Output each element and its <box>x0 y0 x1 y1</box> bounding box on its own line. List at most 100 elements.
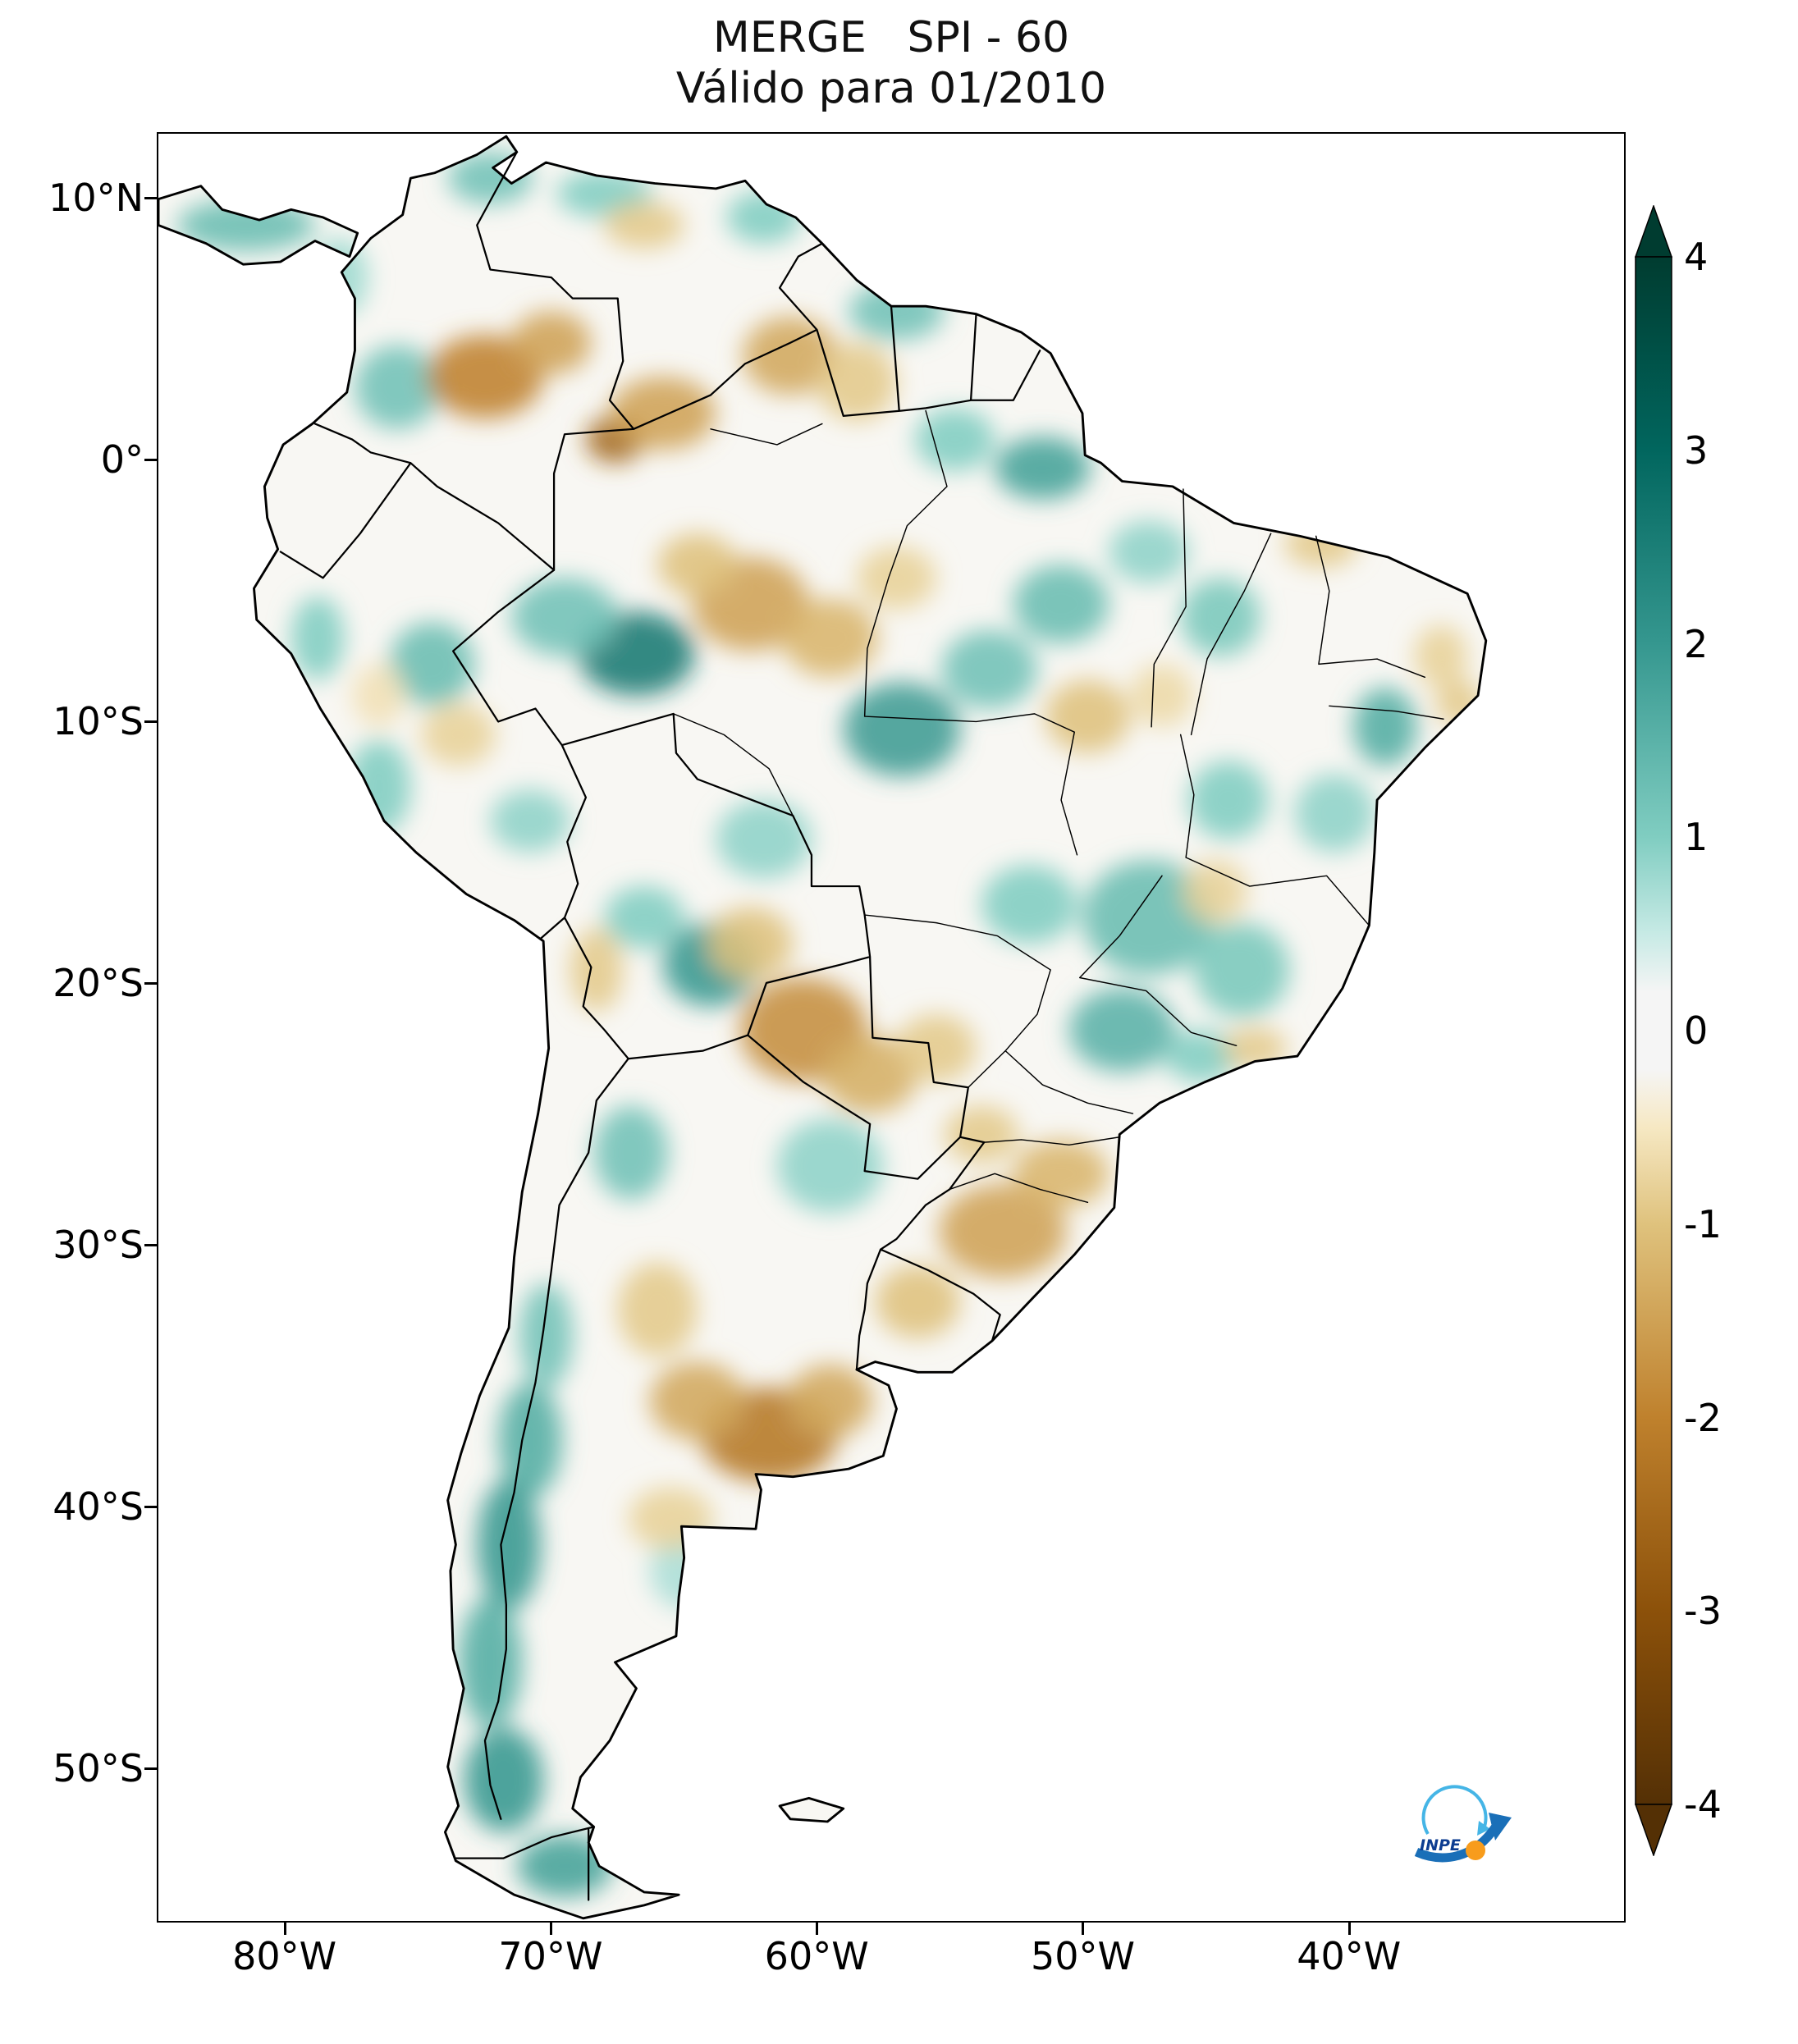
logo-swoosh-arrowhead-icon <box>1489 1813 1512 1841</box>
spi-anomaly <box>995 437 1091 500</box>
spi-anomaly <box>742 316 839 396</box>
colorbar-gradient <box>1635 256 1672 1805</box>
y-tick-label: 0° <box>100 437 144 482</box>
colorbar-tick-label: -2 <box>1684 1395 1722 1440</box>
spi-anomaly <box>849 282 945 341</box>
spi-anomaly <box>389 622 475 706</box>
spi-anomaly <box>355 345 440 429</box>
spi-anomaly <box>941 630 1037 709</box>
spi-anomaly <box>464 1727 544 1832</box>
spi-anomaly <box>1180 578 1260 656</box>
x-tick-mark <box>1347 1923 1351 1935</box>
spi-anomaly <box>896 1014 977 1082</box>
x-tick-label: 40°W <box>1297 1934 1402 1978</box>
spi-anomaly <box>1188 761 1269 839</box>
spi-anomaly <box>498 1383 562 1498</box>
y-tick-mark <box>144 1243 157 1246</box>
spi-anomaly <box>782 598 878 678</box>
spi-anomaly <box>875 1264 961 1338</box>
y-tick-label: 50°S <box>53 1745 144 1790</box>
spi-anomaly <box>1109 520 1189 583</box>
colorbar-tick-label: -1 <box>1684 1201 1722 1246</box>
x-tick-label: 80°W <box>232 1934 337 1978</box>
spi-anomaly <box>915 408 995 471</box>
spi-anomaly <box>610 377 716 450</box>
y-tick-mark <box>144 981 157 985</box>
spi-anomaly <box>817 342 897 422</box>
spi-anomaly <box>1068 988 1176 1072</box>
x-tick-mark <box>1082 1923 1085 1935</box>
spi-anomaly <box>1414 624 1468 688</box>
y-tick-label: 10°N <box>48 175 144 220</box>
x-tick-mark <box>816 1923 819 1935</box>
spi-anomaly <box>511 578 618 656</box>
spi-anomaly <box>426 335 544 419</box>
spi-anomaly <box>856 546 937 610</box>
spi-anomaly <box>649 1361 746 1441</box>
spi-anomaly <box>1352 688 1417 766</box>
spi-anomaly <box>787 1364 873 1438</box>
chart-subtitle: Válido para 01/2010 <box>675 64 1107 113</box>
colorbar-tick-label: 0 <box>1684 1008 1709 1053</box>
colorbar-tick-label: 2 <box>1684 621 1709 666</box>
spi-anomaly <box>843 682 961 777</box>
x-tick-label: 60°W <box>764 1934 869 1978</box>
y-tick-mark <box>144 458 157 461</box>
y-tick-mark <box>144 720 157 723</box>
spi-anomaly <box>346 739 411 835</box>
spi-anomaly <box>944 1105 1019 1164</box>
south-america-map <box>158 134 1624 1921</box>
x-tick-mark <box>283 1923 286 1935</box>
spi-anomaly <box>421 703 496 766</box>
y-tick-mark <box>144 196 157 199</box>
y-tick-mark <box>144 1505 157 1508</box>
y-tick-mark <box>144 1767 157 1770</box>
logo-light-blue-orbit-icon <box>1421 1785 1488 1836</box>
spi-anomaly <box>604 201 684 249</box>
spi-anomaly <box>1013 565 1109 643</box>
spi-anomaly <box>1130 664 1194 727</box>
spi-anomaly <box>1183 860 1247 923</box>
spi-anomaly <box>1193 922 1290 1017</box>
x-tick-label: 70°W <box>498 1934 603 1978</box>
y-tick-label: 40°S <box>53 1484 144 1529</box>
spi-anomaly <box>1435 679 1484 727</box>
chart-title: MERGE SPI - 60 <box>712 13 1070 62</box>
colorbar-tick-label: -4 <box>1684 1782 1722 1827</box>
spi-anomaly <box>981 865 1077 944</box>
spi-anomaly <box>593 1105 669 1200</box>
colorbar-tick-label: 3 <box>1684 428 1709 473</box>
spi-anomaly <box>1294 774 1375 853</box>
spi-anomaly <box>477 1479 541 1611</box>
colorbar-tick-label: 4 <box>1684 235 1709 279</box>
spi-anomaly <box>570 928 624 1012</box>
y-tick-label: 20°S <box>53 960 144 1005</box>
colorbar-extend-min <box>1635 1804 1672 1856</box>
logo-swoosh-arrow-icon <box>1414 1824 1499 1863</box>
state-borders <box>672 409 1444 1204</box>
spi-anomaly <box>176 199 315 252</box>
x-tick-mark <box>549 1923 552 1935</box>
colorbar-extend-max <box>1635 205 1672 258</box>
spi-anomaly <box>707 907 794 981</box>
y-tick-label: 30°S <box>53 1222 144 1267</box>
spi-anomaly <box>726 191 801 244</box>
country-borders <box>279 151 1041 1901</box>
spi-anomaly <box>1082 860 1215 976</box>
logo-text: INPE <box>1420 1836 1461 1854</box>
spi-anomaly <box>511 311 592 374</box>
spi-anomaly <box>1013 1139 1109 1208</box>
spi-anomaly <box>519 1283 573 1388</box>
spi-anomaly <box>657 533 738 597</box>
spi-anomaly <box>352 664 405 727</box>
spi-anomaly <box>776 1118 884 1214</box>
colorbar-tick-label: -3 <box>1684 1589 1722 1634</box>
map-plot-area <box>157 132 1626 1923</box>
spi-anomaly <box>604 886 684 949</box>
x-tick-label: 50°W <box>1030 1934 1135 1978</box>
inpe-logo: INPE <box>1414 1785 1512 1863</box>
colorbar-tick-label: 1 <box>1684 815 1709 860</box>
spi-anomaly <box>1045 679 1131 753</box>
logo-orange-ball-icon <box>1466 1841 1485 1860</box>
spi-anomaly <box>1164 1030 1239 1082</box>
